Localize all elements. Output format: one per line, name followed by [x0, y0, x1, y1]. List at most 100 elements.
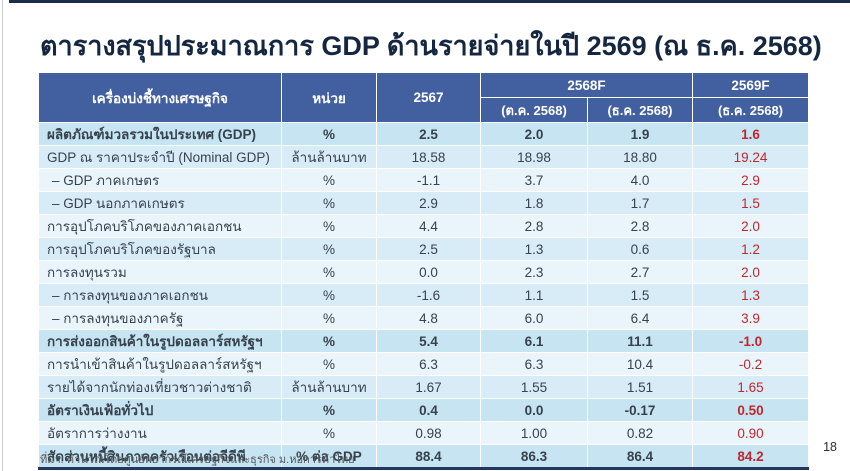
value-2568f-dec-cell: 18.80: [587, 145, 693, 169]
value-2568f-dec-cell: 6.4: [587, 306, 693, 330]
unit-cell: %: [281, 168, 377, 192]
value-2567-cell: 88.4: [376, 444, 481, 469]
value-2568f-oct-cell: 6.0: [480, 306, 588, 330]
unit-cell: %: [281, 352, 377, 376]
value-2568f-oct-cell: 1.1: [480, 283, 588, 307]
unit-cell: % ต่อ GDP: [281, 444, 377, 469]
header-row-main: เครื่องบ่งชี้ทางเศรษฐกิจ หน่วย 2567 2568…: [38, 72, 809, 123]
table-row: สัดส่วนหนี้สินภาคครัวเรือนต่อจีดีพี% ต่อ…: [38, 444, 809, 469]
value-2569f-cell: 1.5: [692, 191, 809, 215]
table-row: การนำเข้าสินค้าในรูปดอลลาร์สหรัฐฯ% 6.3 6.3…: [38, 352, 809, 376]
col-header-2568f-oct: (ต.ค. 2568): [480, 97, 588, 123]
value-2569f-cell: 1.2: [692, 237, 809, 261]
indicator-cell: สัดส่วนหนี้สินภาคครัวเรือนต่อจีดีพี: [38, 444, 282, 469]
col-header-2568f-dec: (ธ.ค. 2568): [587, 97, 693, 123]
table-row: – GDP ภาคเกษตร% -1.1 3.7 4.0 2.9: [38, 168, 809, 192]
page-number: 18: [823, 440, 837, 454]
value-2568f-oct-cell: 2.8: [480, 214, 588, 238]
indicator-cell: GDP ณ ราคาประจำปี (Nominal GDP): [38, 145, 282, 169]
unit-cell: %: [281, 214, 377, 238]
indicator-cell: การส่งออกสินค้าในรูปดอลลาร์สหรัฐฯ: [38, 329, 282, 353]
table-body: ผลิตภัณฑ์มวลรวมในประเทศ (GDP)% 2.5 2.0 1.9 1…: [38, 122, 809, 469]
value-2569f-cell: 1.3: [692, 283, 809, 307]
value-2567-cell: 6.3: [376, 352, 481, 376]
col-header-2567: 2567: [376, 72, 481, 123]
value-2568f-oct-cell: 6.3: [480, 352, 588, 376]
value-2568f-dec-cell: 1.9: [587, 122, 693, 146]
table-row: ผลิตภัณฑ์มวลรวมในประเทศ (GDP)% 2.5 2.0 1.9 1…: [38, 122, 809, 146]
value-2568f-oct-cell: 1.00: [480, 421, 588, 445]
indicator-cell: – การลงทุนของภาคเอกชน: [38, 283, 282, 307]
top-accent-bar: [9, 0, 850, 3]
value-2567-cell: -1.6: [376, 283, 481, 307]
table-row: อัตราเงินเฟ้อทั่วไป% 0.4 0.0 -0.17 0.50: [38, 398, 809, 422]
value-2568f-dec-cell: 10.4: [587, 352, 693, 376]
value-2568f-oct-cell: 1.3: [480, 237, 588, 261]
left-edge-line: [2, 0, 3, 471]
value-2568f-oct-cell: 1.55: [480, 375, 588, 399]
unit-cell: %: [281, 421, 377, 445]
value-2568f-oct-cell: 3.7: [480, 168, 588, 192]
value-2569f-cell: 2.0: [692, 214, 809, 238]
value-2567-cell: 18.58: [376, 145, 481, 169]
value-2569f-cell: -1.0: [692, 329, 809, 353]
page-title: ตารางสรุปประมาณการ GDP ด้านรายจ่ายในปี 2…: [40, 31, 822, 61]
value-2569f-cell: 0.50: [692, 398, 809, 422]
value-2567-cell: -1.1: [376, 168, 481, 192]
value-2568f-dec-cell: 1.7: [587, 191, 693, 215]
header-row-sub: (ต.ค. 2568) (ธ.ค. 2568) (ธ.ค. 2568): [39, 97, 809, 123]
value-2568f-dec-cell: 1.5: [587, 283, 693, 307]
unit-cell: %: [281, 283, 377, 307]
table-row: GDP ณ ราคาประจำปี (Nominal GDP) ล้านล้านบ…: [38, 145, 809, 169]
indicator-cell: การลงทุนรวม: [38, 260, 282, 284]
table-row: – การลงทุนของภาครัฐ% 4.8 6.0 6.4 3.9: [38, 306, 809, 330]
value-2569f-cell: 19.24: [692, 145, 809, 169]
value-2567-cell: 0.4: [376, 398, 481, 422]
indicator-cell: – GDP นอกภาคเกษตร: [38, 191, 282, 215]
col-header-2568f: 2568F: [480, 72, 693, 98]
value-2568f-dec-cell: 0.82: [587, 421, 693, 445]
unit-cell: %: [281, 260, 377, 284]
indicator-cell: การอุปโภคบริโภคของภาคเอกชน: [38, 214, 282, 238]
value-2567-cell: 1.67: [376, 375, 481, 399]
value-2568f-dec-cell: 1.51: [587, 375, 693, 399]
value-2567-cell: 2.5: [376, 122, 481, 146]
table-row: การลงทุนรวม% 0.0 2.3 2.7 2.0: [38, 260, 809, 284]
col-header-2569f: 2569F: [692, 72, 809, 98]
unit-cell: %: [281, 122, 377, 146]
value-2569f-cell: -0.2: [692, 352, 809, 376]
value-2568f-dec-cell: 86.4: [587, 444, 693, 469]
value-2569f-cell: 84.2: [692, 444, 809, 469]
table-row: – GDP นอกภาคเกษตร% 2.9 1.8 1.7 1.5: [38, 191, 809, 215]
value-2569f-cell: 1.6: [692, 122, 809, 146]
unit-cell: %: [281, 191, 377, 215]
value-2568f-dec-cell: 4.0: [587, 168, 693, 192]
value-2568f-dec-cell: 11.1: [587, 329, 693, 353]
value-2568f-oct-cell: 18.98: [480, 145, 588, 169]
value-2567-cell: 2.9: [376, 191, 481, 215]
indicator-cell: – การลงทุนของภาครัฐ: [38, 306, 282, 330]
table-row: อัตราการว่างงาน% 0.98 1.00 0.82 0.90: [38, 421, 809, 445]
value-2567-cell: 0.0: [376, 260, 481, 284]
value-2568f-oct-cell: 1.8: [480, 191, 588, 215]
indicator-cell: ผลิตภัณฑ์มวลรวมในประเทศ (GDP): [38, 122, 282, 146]
value-2568f-oct-cell: 0.0: [480, 398, 588, 422]
col-header-unit: หน่วย: [281, 72, 377, 123]
value-2569f-cell: 2.0: [692, 260, 809, 284]
indicator-cell: รายได้จากนักท่องเที่ยวชาวต่างชาติ: [38, 375, 282, 399]
value-2569f-cell: 1.65: [692, 375, 809, 399]
unit-cell: %: [281, 306, 377, 330]
source-note: ที่มา: คำนวณโดยศูนย์พยากรณ์เศรษฐกิจและธุ…: [40, 454, 355, 466]
unit-cell: %: [281, 329, 377, 353]
value-2567-cell: 5.4: [376, 329, 481, 353]
table-row: การอุปโภคบริโภคของรัฐบาล% 2.5 1.3 0.6 1.2: [38, 237, 809, 261]
value-2567-cell: 4.8: [376, 306, 481, 330]
indicator-cell: การนำเข้าสินค้าในรูปดอลลาร์สหรัฐฯ: [38, 352, 282, 376]
value-2568f-oct-cell: 6.1: [480, 329, 588, 353]
value-2568f-oct-cell: 2.0: [480, 122, 588, 146]
indicator-cell: อัตราเงินเฟ้อทั่วไป: [38, 398, 282, 422]
col-header-2569f-dec: (ธ.ค. 2568): [692, 97, 809, 123]
indicator-cell: – GDP ภาคเกษตร: [38, 168, 282, 192]
table-row: – การลงทุนของภาคเอกชน% -1.6 1.1 1.5 1.3: [38, 283, 809, 307]
